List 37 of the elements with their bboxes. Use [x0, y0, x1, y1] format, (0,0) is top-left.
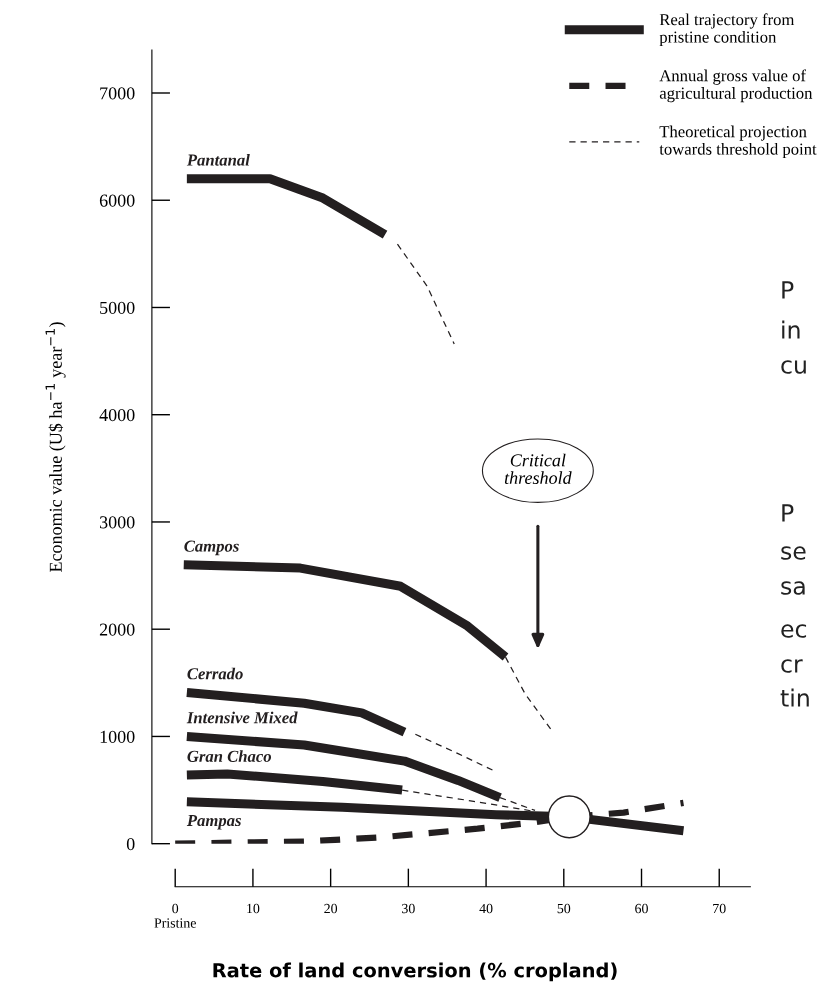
y-tick-label: 0 — [126, 837, 135, 851]
y-tick-label: 4000 — [99, 408, 135, 422]
text: ec — [781, 624, 807, 638]
y-tick-label: 7000 — [100, 87, 135, 100]
annotation: Critical threshold — [504, 453, 572, 485]
text: cu — [781, 360, 806, 374]
annotation: Pantanal — [186, 153, 250, 166]
text: tin — [780, 688, 809, 707]
legend-label: Theoretical projection towards threshold point — [659, 125, 817, 159]
y-tick-label: 2000 — [99, 623, 135, 636]
text: sa — [781, 581, 805, 595]
text: in — [782, 320, 800, 339]
x-axis-title: Rate of land conversion (% cropland) — [213, 962, 617, 982]
x-tick-label: 70 — [713, 903, 726, 914]
annotation: Campos — [184, 540, 239, 556]
x-tick-label: 40 — [479, 903, 493, 914]
y-axis-title: Economic value (U$ ha$^{−1}$ year$^{−1}$) — [45, 322, 66, 573]
x-tick-label: 20 — [324, 903, 338, 914]
annotation: Intensive Mixed — [186, 711, 298, 724]
y-tick-label: 3000 — [99, 516, 135, 529]
y-tick-label: 6000 — [99, 194, 135, 207]
x-tick-label: 30 — [402, 903, 415, 914]
x-tick-label: 60 — [635, 903, 648, 914]
x-tick-label: 50 — [557, 903, 571, 914]
text: P — [782, 504, 794, 522]
annotation: Cerrado — [187, 667, 243, 680]
text: P — [782, 281, 794, 299]
annotation: Gran Chaco — [187, 750, 272, 762]
text: se — [781, 546, 806, 560]
annotation: Pampas — [186, 815, 241, 830]
legend-label: Annual gross value of agricultural production — [659, 69, 813, 103]
y-tick-label: 5000 — [100, 301, 135, 314]
text: cr — [781, 659, 803, 673]
x-tick-label: 0 Pristine — [154, 903, 196, 928]
x-tick-label: 10 — [247, 903, 260, 914]
y-tick-label: 1000 — [100, 730, 135, 743]
legend-label: Real trajectory from pristine condition — [659, 13, 795, 47]
